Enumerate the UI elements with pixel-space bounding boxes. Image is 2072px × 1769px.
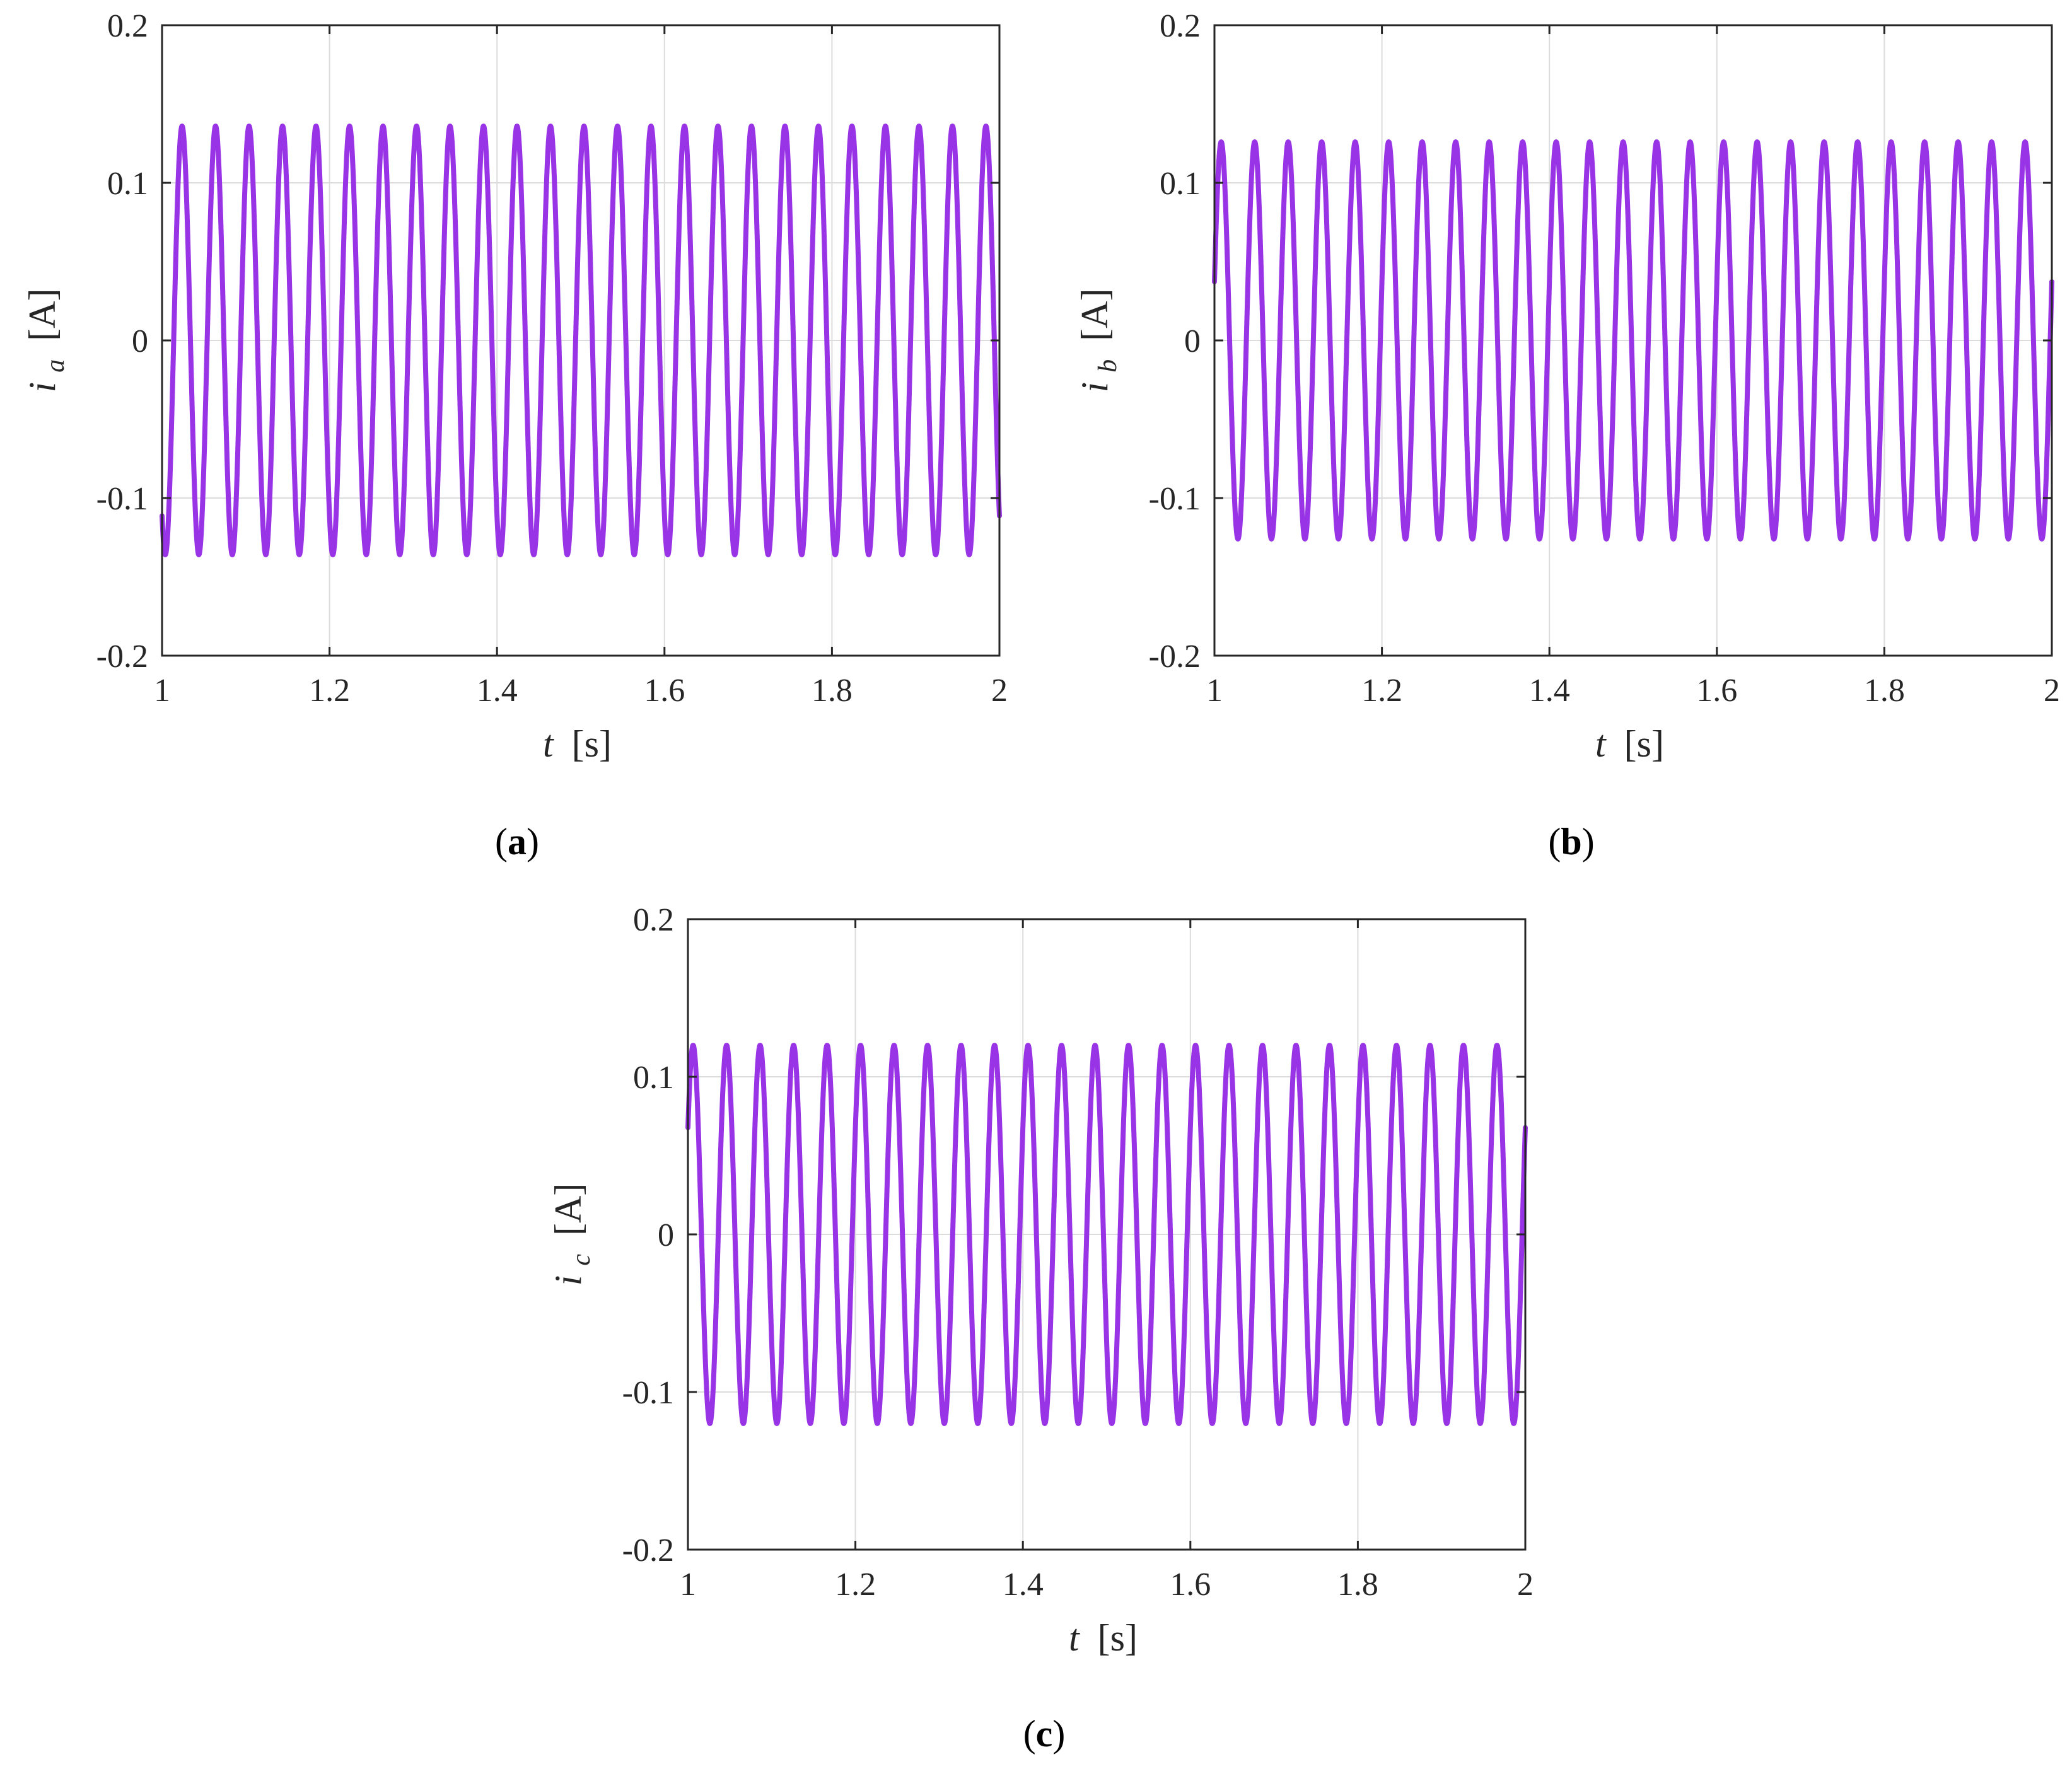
panel-a-x-axis-title: t [s] — [543, 723, 612, 765]
panel-b-label-close: ) — [1582, 821, 1595, 862]
panel-c-y-axis-title: i c [A] — [547, 1183, 598, 1286]
panel-c-y-tick-label: 0 — [658, 1217, 674, 1253]
panel-c-y-axis-sub: c — [567, 1254, 596, 1266]
panel-b-y-axis-sub: b — [1093, 359, 1122, 373]
panel-b-x-tick-label: 1.4 — [1529, 673, 1570, 709]
panel-c-series-line — [685, 1043, 1528, 1426]
panel-c-x-tick-label: 1.6 — [1170, 1567, 1211, 1603]
panel-a-y-tick-label: 0.2 — [107, 8, 148, 44]
panel-c-x-tick-label: 1 — [680, 1567, 696, 1603]
panel-b-x-tick-label: 1 — [1206, 673, 1223, 709]
panel-c-y-axis-var: i — [547, 1275, 589, 1286]
panel-b-y-axis-var: i — [1074, 382, 1115, 393]
panel-a-y-axis-title: i a [A] — [21, 289, 72, 393]
panel-c-y-axis-unit: [A] — [547, 1183, 589, 1236]
panel-a-x-tick-label: 1.4 — [477, 673, 518, 709]
panel-b-y-axis-title: i b [A] — [1074, 289, 1124, 393]
panel-a-label-letter: a — [508, 821, 527, 862]
panel-b-x-axis-unit: [s] — [1624, 723, 1664, 765]
panel-a-ticks: 1 1.2 1.4 1.6 1.8 2 -0.2 -0.1 0 0.1 0.2 — [96, 8, 1008, 709]
panel-a-label-close: ) — [527, 821, 539, 862]
panel-a-y-axis-unit: [A] — [21, 289, 63, 341]
panel-a-x-axis-unit: [s] — [572, 723, 612, 765]
panel-b-y-tick-label: 0.1 — [1160, 166, 1201, 202]
panel-a-x-tick-label: 1.6 — [644, 673, 685, 709]
panel-c-x-axis-title: t [s] — [1069, 1617, 1138, 1659]
panel-b-y-tick-label: 0 — [1184, 323, 1201, 359]
panel-c-label-close: ) — [1052, 1713, 1065, 1754]
panel-a-x-tick-label: 2 — [991, 673, 1008, 709]
panel-a-y-axis-var: i — [21, 382, 63, 393]
panel-b-y-tick-label: 0.2 — [1160, 8, 1201, 44]
panel-b-y-axis-unit: [A] — [1074, 289, 1115, 341]
panel-c-y-tick-label: -0.1 — [622, 1375, 674, 1411]
panel-b-y-tick-label: -0.1 — [1149, 481, 1201, 517]
panel-c-y-tick-label: 0.2 — [633, 902, 674, 938]
panel-a-series-line — [160, 124, 1002, 557]
panel-b-x-tick-label: 1.8 — [1864, 673, 1905, 709]
panel-b-x-tick-label: 1.2 — [1361, 673, 1402, 709]
panel-c-x-axis-unit: [s] — [1098, 1617, 1138, 1659]
panel-a-x-tick-label: 1.2 — [309, 673, 350, 709]
panel-a-label: (a) — [495, 821, 539, 862]
panel-b-x-tick-label: 2 — [2044, 673, 2060, 709]
panel-b-x-axis-var: t — [1595, 723, 1607, 765]
panel-c-x-axis-var: t — [1069, 1617, 1080, 1659]
panel-c: 1 1.2 1.4 1.6 1.8 2 -0.2 -0.1 0 0.1 0.2 t [s] i c … — [547, 902, 1534, 1754]
panel-a-y-tick-label: -0.1 — [96, 481, 148, 517]
panel-c-ticks: 1 1.2 1.4 1.6 1.8 2 -0.2 -0.1 0 0.1 0.2 — [622, 902, 1534, 1603]
panel-b-label: (b) — [1548, 821, 1594, 862]
panel-c-label-letter: c — [1036, 1713, 1053, 1754]
panel-b-ticks: 1 1.2 1.4 1.6 1.8 2 -0.2 -0.1 0 0.1 0.2 — [1149, 8, 2060, 709]
panel-a-y-tick-label: -0.2 — [96, 639, 148, 675]
panel-c-x-tick-label: 1.8 — [1337, 1567, 1378, 1603]
panel-c-y-tick-label: 0.1 — [633, 1060, 674, 1096]
panel-c-x-tick-label: 1.4 — [1003, 1567, 1044, 1603]
panel-a-x-axis-var: t — [543, 723, 554, 765]
panel-a: 1 1.2 1.4 1.6 1.8 2 -0.2 -0.1 0 0.1 0.2 t [s] i a … — [21, 8, 1008, 862]
panel-b-y-tick-label: -0.2 — [1149, 639, 1201, 675]
panel-c-x-tick-label: 2 — [1517, 1567, 1534, 1603]
panel-b-label-letter: b — [1561, 821, 1581, 862]
panel-a-y-axis-sub: a — [41, 359, 70, 373]
panel-b-label-open: ( — [1548, 821, 1561, 862]
panel-a-label-open: ( — [495, 821, 508, 862]
panel-b-x-tick-label: 1.6 — [1696, 673, 1737, 709]
panel-c-x-tick-label: 1.2 — [835, 1567, 876, 1603]
panel-b: 1 1.2 1.4 1.6 1.8 2 -0.2 -0.1 0 0.1 0.2 t [s] i b … — [1074, 8, 2060, 862]
panel-a-x-tick-label: 1.8 — [812, 673, 853, 709]
panel-b-series-line — [1212, 139, 2054, 542]
panel-a-y-tick-label: 0 — [132, 323, 148, 359]
panel-a-x-tick-label: 1 — [154, 673, 170, 709]
panel-c-y-tick-label: -0.2 — [622, 1533, 674, 1569]
panel-a-y-tick-label: 0.1 — [107, 166, 148, 202]
panel-c-label-open: ( — [1023, 1713, 1036, 1754]
panel-b-x-axis-title: t [s] — [1595, 723, 1664, 765]
panel-c-label: (c) — [1023, 1713, 1066, 1754]
